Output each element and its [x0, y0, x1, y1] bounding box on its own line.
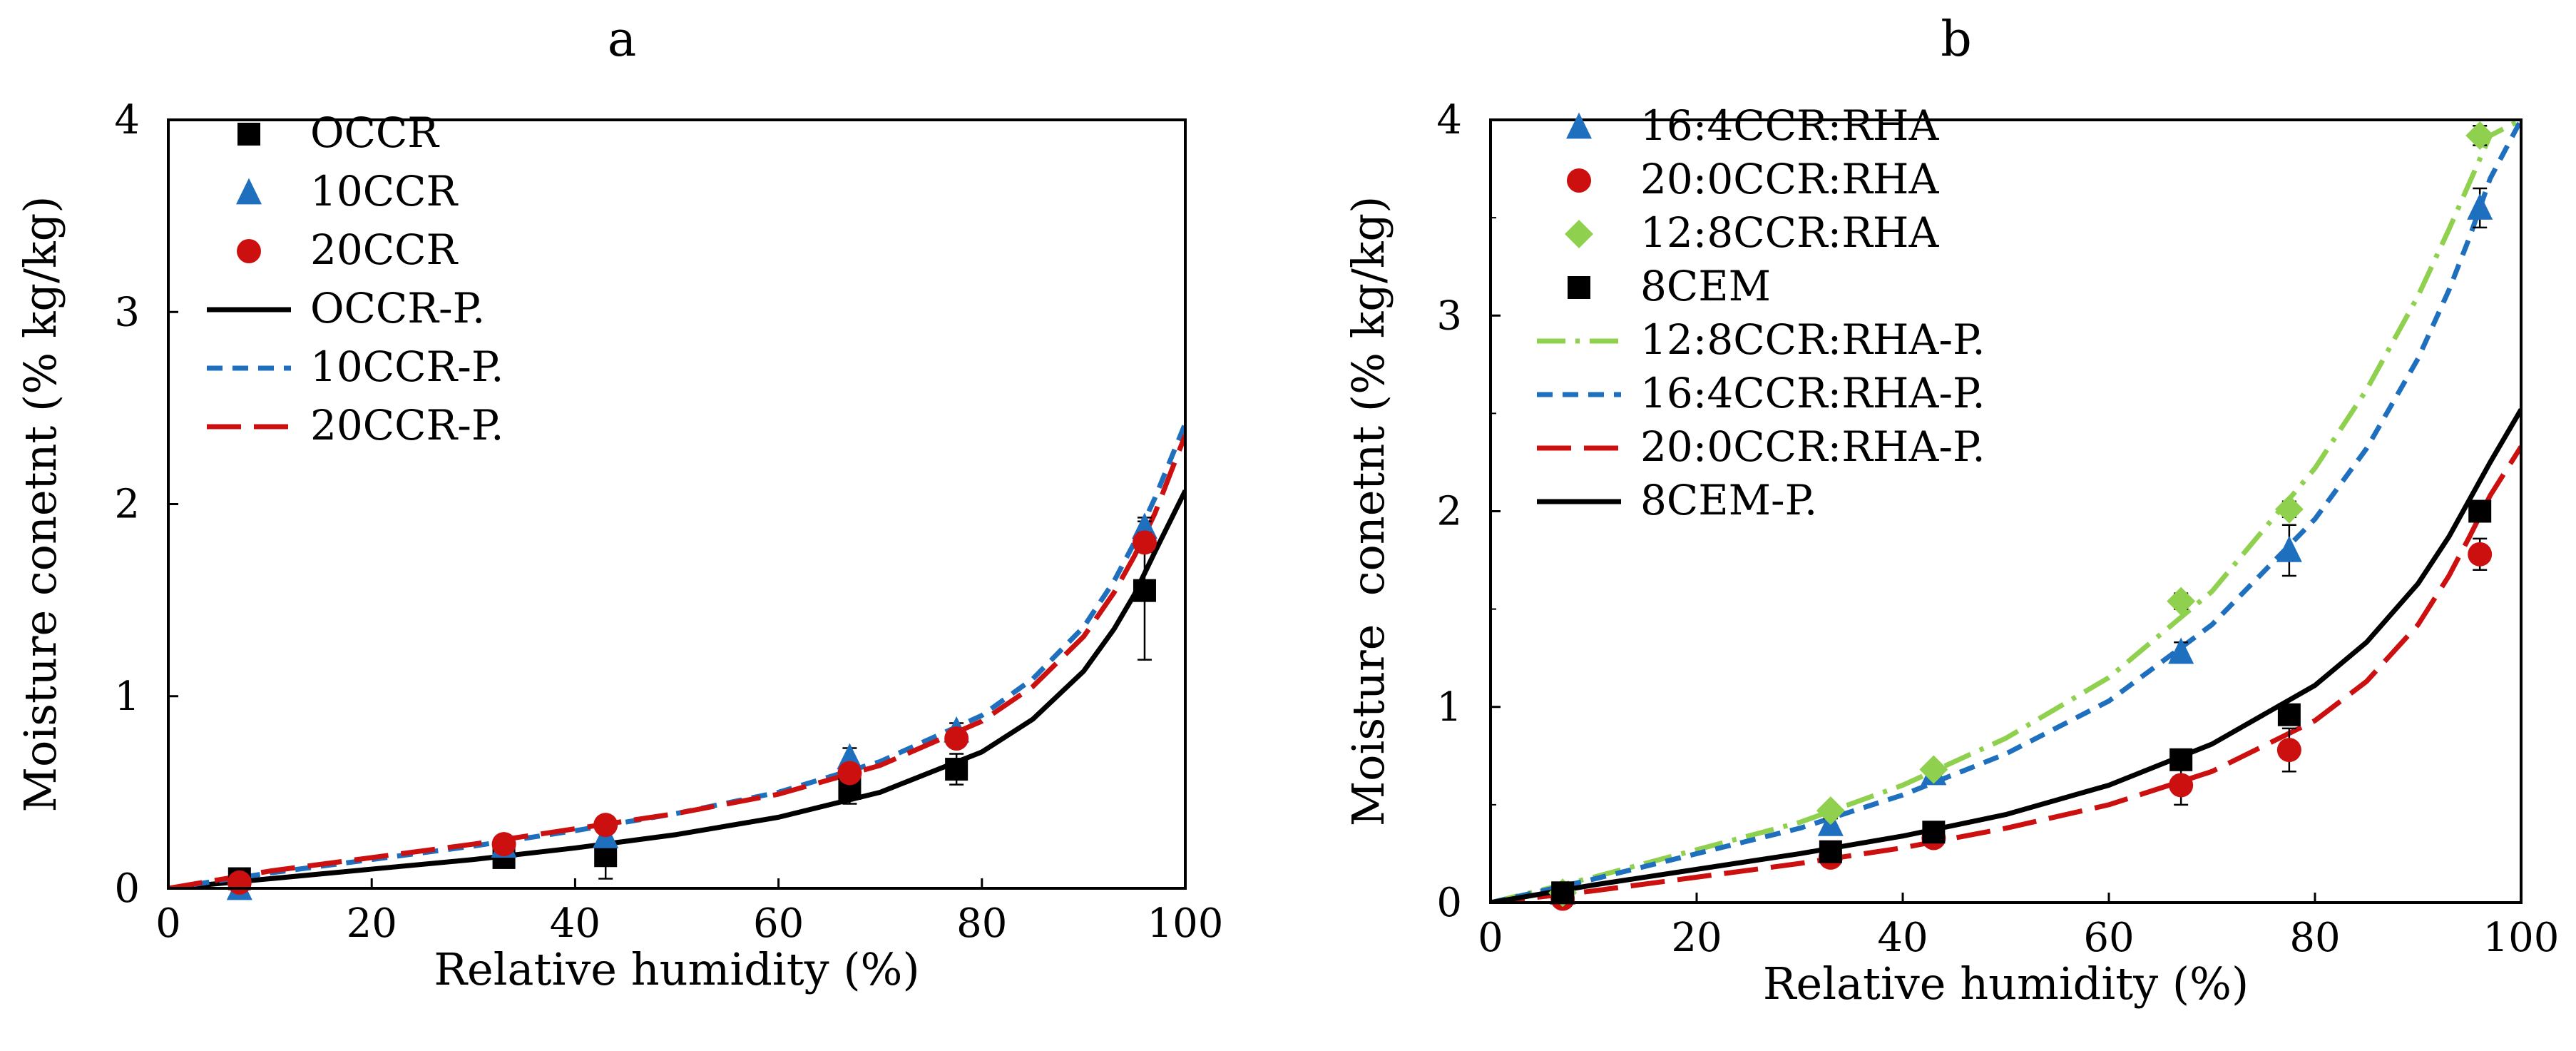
legend-label: 8CEM-P. [1640, 476, 1817, 524]
plot-area [168, 422, 1185, 888]
data-point [2276, 738, 2301, 763]
series-line-20-0ccr-rha-p- [1491, 445, 2521, 903]
x-tick-label: 20 [1671, 915, 1722, 961]
data-point [593, 813, 618, 838]
legend-label: 10CCR [310, 167, 459, 215]
series-line-occr-p- [168, 489, 1185, 888]
legend-label: 20:0CCR:RHA [1640, 155, 1939, 203]
data-point [2468, 542, 2493, 567]
chart-panel-b: b 0 20 40 60 80 100 0 1 2 3 4 Relative humidity (%) M… [1342, 11, 2559, 1010]
y-tick-label: 4 [1436, 97, 1462, 143]
data-point [1919, 755, 1948, 784]
series-line-12-8ccr-rha-p- [1491, 120, 2521, 903]
y-tick-label: 4 [114, 97, 140, 143]
plot-frame [167, 118, 1187, 890]
x-tick-label: 40 [550, 900, 600, 947]
x-tick-label: 80 [2289, 915, 2340, 961]
data-point [2169, 773, 2194, 798]
x-tick-label: 60 [2083, 915, 2134, 961]
data-point [945, 758, 968, 781]
legend-swatch [1565, 220, 1593, 248]
legend-label: 12:8CCR:RHA [1640, 208, 1939, 257]
legend-label: 12:8CCR:RHA-P. [1640, 315, 1985, 364]
series-line-20ccr-p- [168, 434, 1185, 888]
data-point [2467, 193, 2493, 220]
legend-label: OCCR-P. [310, 284, 485, 332]
x-tick-label: 60 [753, 900, 804, 947]
y-axis-title: Moisture conetnt (% kg/kg) [1342, 196, 1394, 827]
y-tick-label: 0 [1436, 880, 1462, 926]
data-point [227, 870, 252, 895]
x-tick-label: 20 [347, 900, 397, 947]
plot-frame [1489, 118, 2523, 904]
y-tick-label: 0 [114, 865, 140, 912]
legend-label: 16:4CCR:RHA [1640, 101, 1939, 150]
data-point [2276, 535, 2302, 562]
series-markers-8cem [1551, 499, 2492, 905]
x-tick-label: 0 [1478, 915, 1503, 961]
data-point [2167, 587, 2196, 616]
x-tick-label: 80 [956, 900, 1007, 947]
y-tick-label: 2 [1436, 489, 1462, 535]
legend-label: 16:4CCR:RHA-P. [1640, 369, 1985, 417]
chart-panel-a: a 0 20 40 60 80 100 0 1 2 3 4 Relative humidity (%) M… [14, 11, 1223, 995]
data-point [1132, 530, 1157, 555]
y-tick-label: 3 [114, 289, 140, 335]
legend-swatch [237, 123, 260, 146]
x-tick-label: 100 [1148, 900, 1224, 947]
x-tick-label: 100 [2483, 915, 2560, 961]
data-point [1551, 881, 1575, 905]
series-line-16-4ccr-rha-p- [1491, 120, 2521, 903]
y-tick-label: 1 [114, 674, 140, 720]
legend-swatch [1568, 276, 1590, 299]
y-axis-title: Moisture conetnt (% kg/kg) [14, 196, 66, 813]
y-tick-label: 2 [114, 482, 140, 528]
series-line-10ccr-p- [168, 422, 1185, 888]
series-line-8cem-p- [1491, 408, 2521, 903]
panel-title: a [608, 11, 637, 68]
legend-label: 20:0CCR:RHA-P. [1640, 422, 1985, 471]
data-point [2465, 121, 2495, 150]
y-tick-label: 3 [1436, 293, 1462, 339]
legend-swatch [237, 239, 261, 263]
legend-label: 20CCR-P. [310, 401, 504, 450]
legend-swatch [236, 178, 262, 205]
x-axis-title: Relative humidity (%) [1763, 958, 2249, 1010]
data-point [1819, 840, 1842, 863]
series-markers-10ccr [226, 512, 1157, 900]
legend-label: 8CEM [1640, 262, 1771, 310]
legend-label: OCCR [310, 108, 440, 157]
series-markers-20ccr [227, 530, 1157, 895]
x-tick-label: 0 [155, 900, 181, 947]
legend: 16:4CCR:RHA 20:0CCR:RHA 12:8CCR:RHA 8CEM 12:… [1537, 101, 1985, 524]
legend-label: 10CCR-P. [310, 342, 504, 391]
data-point [2169, 748, 2193, 771]
legend-swatch [1567, 168, 1591, 193]
y-tick-label: 1 [1436, 684, 1462, 731]
x-axis-title: Relative humidity (%) [434, 943, 919, 995]
data-point [2277, 703, 2301, 726]
data-point [2168, 637, 2194, 664]
data-point [491, 832, 516, 857]
series-markers-12-8ccr-rha [1548, 121, 2495, 908]
legend-label: 20CCR [310, 225, 459, 274]
data-point [944, 726, 969, 751]
data-point [1816, 796, 1845, 826]
data-point [1922, 821, 1946, 844]
data-point [2274, 494, 2304, 524]
legend: OCCR 10CCR 20CCR OCCR-P. 10CCR-P. 20CCR-P. [207, 108, 504, 450]
x-tick-label: 40 [1877, 915, 1928, 961]
legend-swatch [1566, 112, 1592, 139]
panel-title: b [1941, 11, 1972, 68]
data-point [2468, 499, 2492, 523]
data-point [837, 761, 862, 786]
series-markers-occr [228, 520, 1156, 890]
data-point [1133, 579, 1156, 602]
plot-area [1491, 120, 2521, 903]
